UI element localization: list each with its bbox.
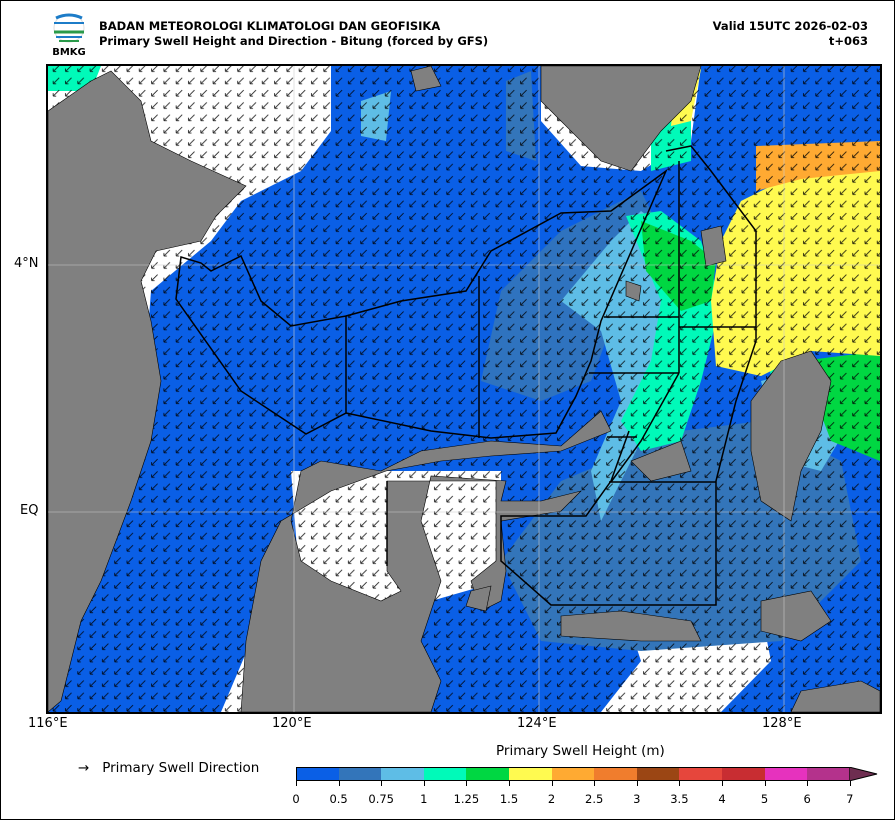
x-tick: 120°E: [272, 716, 312, 731]
swell-map[interactable]: [46, 64, 882, 714]
colorbar-label: 0.75: [368, 792, 394, 806]
x-tick: 128°E: [762, 716, 802, 731]
arrow-icon: →: [78, 760, 90, 776]
colorbar-tick: [509, 781, 510, 786]
colorbar-label: 5: [760, 792, 769, 806]
colorbar-tick: [849, 781, 851, 786]
colorbar-label: 7: [846, 792, 854, 806]
map-canvas: [48, 66, 880, 712]
colorbar-label: 1.5: [499, 792, 519, 806]
colorbar-tick: [466, 781, 468, 786]
chart-title: Primary Swell Height and Direction - Bit…: [99, 34, 489, 48]
land-halmahera: [750, 350, 832, 522]
colorbar-tick: [594, 781, 596, 786]
land-mindanao: [540, 66, 702, 172]
colorbar-tick: [722, 781, 723, 786]
colorbar-extend-arrow: [849, 767, 878, 781]
land-borneo: [48, 70, 247, 712]
colorbar-segment: [423, 767, 467, 781]
colorbar-label: 2: [547, 792, 556, 806]
colorbar-tick: [807, 781, 809, 786]
colorbar-segment: [381, 767, 424, 781]
colorbar-title: Primary Swell Height (m): [496, 743, 665, 759]
colorbar-segment: [721, 767, 765, 781]
colorbar-tick: [636, 781, 638, 786]
header-left: BADAN METEOROLOGI KLIMATOLOGI DAN GEOFIS…: [99, 19, 488, 49]
agency-name: BADAN METEOROLOGI KLIMATOLOGI DAN GEOFIS…: [99, 19, 441, 33]
colorbar-label: 1: [420, 792, 428, 806]
colorbar-label: 1.25: [453, 792, 480, 806]
colorbar-segment: [338, 767, 382, 781]
colorbar-label: 3: [633, 792, 641, 806]
colorbar-label: 0.5: [329, 792, 348, 806]
bmkg-logo: BMKG: [52, 13, 86, 58]
colorbar-segment: [296, 767, 339, 781]
forecast-area-boundaries: [175, 145, 757, 606]
y-tick: 4°N: [14, 256, 39, 271]
colorbar-tick: [296, 781, 297, 786]
land-sulawesi: [240, 410, 612, 712]
colorbar-segment: [807, 767, 850, 781]
land: [48, 66, 880, 712]
y-tick: EQ: [20, 503, 39, 518]
colorbar: [296, 767, 850, 781]
colorbar-segment: [551, 767, 595, 781]
colorbar-segment: [466, 767, 509, 781]
lead-time: t+063: [828, 34, 868, 48]
colorbar-tick: [338, 781, 340, 786]
colorbar-segment: [636, 767, 680, 781]
colorbar-label: 4: [718, 792, 726, 806]
colorbar-label: 3.5: [670, 792, 689, 806]
colorbar-tick: [423, 781, 425, 786]
header-right: Valid 15UTC 2026-02-03 t+063: [713, 19, 868, 49]
x-tick: 124°E: [517, 716, 557, 731]
colorbar-tick: [764, 781, 766, 786]
colorbar-segment: [679, 767, 722, 781]
colorbar-tick: [551, 781, 553, 786]
legend-label: Primary Swell Direction: [102, 760, 260, 776]
valid-time: Valid 15UTC 2026-02-03: [712, 19, 868, 33]
svg-text:BMKG: BMKG: [52, 47, 86, 58]
direction-legend: → Primary Swell Direction: [78, 760, 259, 776]
colorbar-label: 6: [803, 792, 811, 806]
x-tick: 116°E: [28, 716, 68, 731]
colorbar-tick: [381, 781, 383, 786]
colorbar-segment: [508, 767, 552, 781]
colorbar-segment: [764, 767, 808, 781]
gridlines: [48, 66, 880, 712]
colorbar-label: 0: [292, 792, 300, 806]
colorbar-border: [296, 767, 851, 781]
colorbar-tick: [679, 781, 681, 786]
colorbar-label: 2.5: [585, 792, 604, 806]
colorbar-segment: [594, 767, 637, 781]
